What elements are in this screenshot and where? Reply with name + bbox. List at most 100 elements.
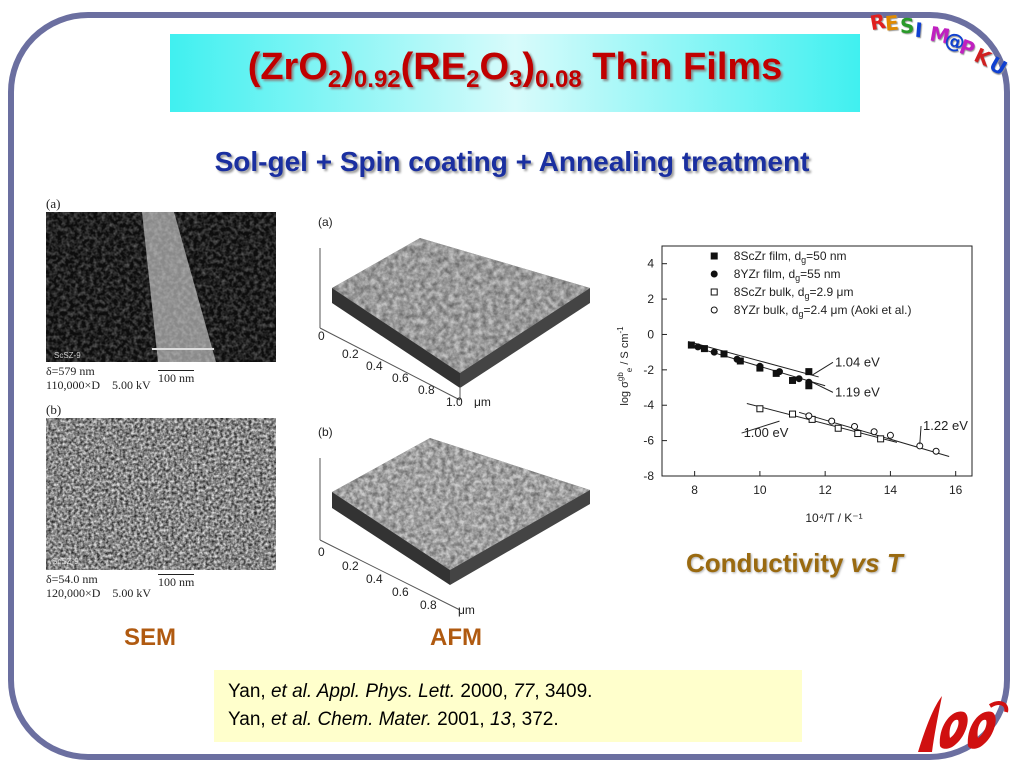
chart-y-axis-label: log σgbe / S cm-1 — [616, 326, 634, 406]
chart-y-tick-label: -6 — [643, 434, 654, 448]
sem-a-thickness: δ=579 nm — [46, 364, 95, 378]
afm-a-tick-1: 0.2 — [342, 347, 359, 361]
chart-point — [834, 424, 842, 432]
afm-b-tick-1: 0.2 — [342, 559, 359, 573]
chart-legend-label: 8ScZr film, dg=50 nm — [734, 249, 847, 265]
chart-y-tick-label: -4 — [643, 398, 654, 412]
afm-b-tick-3: 0.6 — [392, 585, 409, 599]
sem-label: SEM — [124, 624, 177, 651]
chart-x-tick-label: 12 — [818, 483, 832, 497]
chart-legend-marker — [710, 252, 718, 260]
chart-point — [854, 430, 862, 438]
chart-fit-line — [687, 341, 819, 378]
reference-line-1: Yan, et al. Appl. Phys. Lett. 2000, 77, … — [228, 681, 593, 702]
logo-letter: I — [913, 17, 924, 42]
chart-point — [805, 412, 813, 420]
reference-box: Yan, et al. Appl. Phys. Lett. 2000, 77, … — [214, 670, 802, 742]
chart-y-tick-label: -2 — [643, 363, 654, 377]
chart-plot-area — [661, 245, 973, 477]
chart-legend-marker — [710, 288, 718, 296]
chart-point — [795, 375, 803, 383]
reference-line-2: Yan, et al. Chem. Mater. 2001, 13, 372. — [228, 709, 559, 730]
chart-x-tick-label: 10 — [753, 483, 767, 497]
chart-point — [710, 348, 718, 356]
chart-legend-label: 8YZr bulk, dg=2.4 μm (Aoki et al.) — [734, 303, 912, 319]
chart-x-tick-label: 8 — [691, 483, 698, 497]
chart-point — [789, 376, 797, 384]
chart-x-tick-label: 14 — [884, 483, 898, 497]
sem-b-magnification: 120,000×D 5.00 kV — [46, 586, 152, 600]
process-subtitle: Sol-gel + Spin coating + Annealing treat… — [214, 146, 810, 177]
chart-point — [851, 422, 859, 430]
sem-cross-section-image: ScSZ-9 — [46, 212, 276, 362]
sem-surface-image: ScSZ-9 — [46, 418, 276, 570]
afm-a-tick-4: 0.8 — [418, 383, 435, 397]
afm-a-tick-3: 0.6 — [392, 371, 409, 385]
slide-frame — [8, 12, 1010, 760]
chart-point — [886, 431, 894, 439]
afm-a-unit: μm — [474, 395, 491, 408]
chart-legend-marker — [710, 270, 718, 278]
chart-y-tick-label: 2 — [647, 292, 654, 306]
chart-y-tick-label: 4 — [647, 257, 654, 271]
chart-legend-marker — [710, 306, 718, 314]
conductivity-chart: log σgbe / S cm-1 10⁴/T / K⁻¹ 8 10 12 14 16 4… — [612, 236, 1012, 536]
afm-label: AFM — [430, 624, 482, 651]
afm-a-tick-2: 0.4 — [366, 359, 383, 373]
chart-point — [828, 417, 836, 425]
afm-a-z-tick: 0 — [318, 329, 325, 343]
afm-b-z-tick: 0 — [318, 545, 325, 559]
chart-point — [789, 410, 797, 418]
title-banner: (ZrO2)0.92(RE2O3)0.08 Thin Films — [170, 34, 860, 112]
chart-annotation: 1.22 eV — [923, 418, 968, 433]
afm-a-label: (a) — [318, 215, 333, 229]
chart-annotation: 1.19 eV — [835, 384, 880, 399]
chart-point — [700, 345, 708, 353]
afm-a-tick-5: 1.0 — [446, 395, 463, 408]
chart-point — [870, 428, 878, 436]
chart-point — [877, 435, 885, 443]
logo-letter: E — [883, 10, 900, 36]
afm-panel-b: (b) 0 0.2 0.4 0.6 0.8 μm — [310, 420, 610, 620]
chart-legend-label: 8YZr film, dg=55 nm — [734, 267, 841, 283]
afm-panel-a: (a) 0 0.2 0.4 0.6 0.8 1.0 μm — [310, 208, 610, 409]
chart-legend-label: 8ScZr bulk, dg=2.9 μm — [734, 285, 854, 301]
chart-fit-line — [746, 402, 898, 443]
chart-x-axis-label: 10⁴/T / K⁻¹ — [805, 511, 862, 525]
chart-point — [805, 368, 813, 376]
chart-annotation: 1.04 eV — [835, 354, 880, 369]
chart-point — [687, 341, 695, 349]
sem-b-thickness: δ=54.0 nm — [46, 572, 98, 586]
chart-point — [756, 362, 764, 370]
sem-b-tag: ScSZ-9 — [52, 557, 79, 566]
conductivity-label: Conductivity vs T — [686, 548, 903, 578]
sem-b-scalebar: 100 nm — [158, 574, 195, 589]
chart-point — [733, 355, 741, 363]
chart-y-tick-label: -8 — [643, 469, 654, 483]
chart-point — [756, 405, 764, 413]
sem-a-tag: ScSZ-9 — [54, 351, 81, 360]
chart-point — [720, 350, 728, 358]
afm-b-tick-2: 0.4 — [366, 572, 383, 586]
chart-annotation-arrow — [919, 425, 922, 445]
chart-annotation-arrow — [741, 420, 780, 434]
chart-y-tick-label: 0 — [647, 327, 654, 341]
afm-b-unit: μm — [458, 603, 475, 617]
slide-title: (ZrO2)0.92(RE2O3)0.08 Thin Films — [247, 46, 783, 93]
resim-pku-logo: R E S I M @ P K U — [866, 8, 1016, 81]
afm-b-label: (b) — [318, 425, 333, 439]
chart-point — [694, 343, 702, 351]
chart-annotation: 1.00 eV — [744, 425, 789, 440]
sem-b-label: (b) — [46, 402, 62, 417]
sem-a-label: (a) — [46, 196, 61, 211]
afm-b-tick-4: 0.8 — [420, 598, 437, 612]
chart-point — [775, 368, 783, 376]
chart-x-tick-label: 16 — [949, 483, 963, 497]
sem-a-magnification: 110,000×D 5.00 kV — [46, 378, 151, 392]
chart-annotation-arrow — [811, 361, 834, 376]
sem-a-scalebar: 100 nm — [158, 370, 195, 385]
chart-point — [932, 447, 940, 455]
logo-letter: S — [900, 13, 915, 38]
pku-100-logo — [912, 686, 1012, 760]
chart-annotation-arrow — [811, 381, 834, 393]
